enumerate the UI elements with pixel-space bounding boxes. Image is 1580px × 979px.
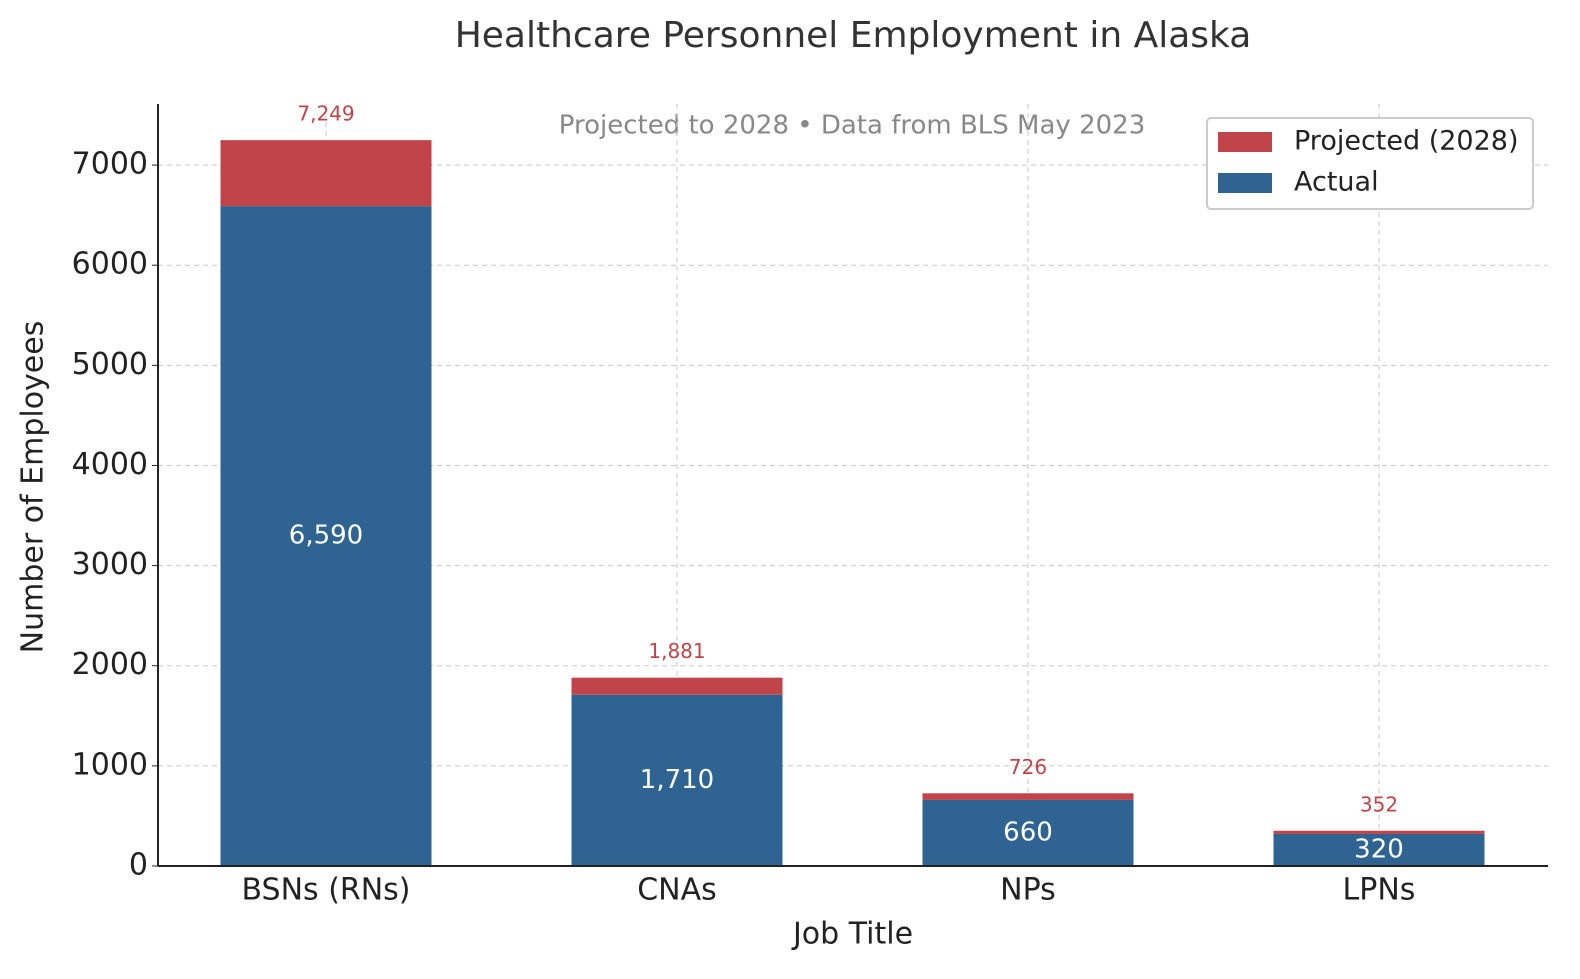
- data-label: 320: [1354, 834, 1404, 864]
- bar-segment: [220, 140, 432, 207]
- y-axis-label: Number of Employees: [16, 321, 51, 654]
- legend-label: Actual: [1294, 167, 1379, 198]
- data-label: 6,590: [289, 521, 363, 551]
- x-tick-label: LPNs: [1343, 873, 1416, 908]
- chart-title: Healthcare Personnel Employment in Alask…: [455, 15, 1252, 56]
- total-label: 352: [1360, 792, 1398, 816]
- bar-segment: [922, 793, 1134, 800]
- bar-segment: [1273, 830, 1485, 834]
- x-tick-label: NPs: [1000, 873, 1056, 908]
- y-tick-label: 1000: [72, 747, 148, 782]
- total-label: 7,249: [297, 102, 354, 126]
- x-tick-label: BSNs (RNs): [241, 873, 410, 908]
- x-axis-label: Job Title: [791, 917, 913, 952]
- bar-segment: [571, 677, 783, 695]
- y-tick-label: 0: [129, 848, 148, 883]
- legend-box: [1206, 117, 1534, 210]
- bar-segment: [571, 694, 783, 866]
- legend-swatch: [1218, 173, 1272, 193]
- y-tick-label: 4000: [72, 447, 148, 482]
- y-tick-label: 2000: [72, 647, 148, 682]
- data-label: 1,710: [640, 765, 714, 795]
- legend: Projected (2028) Actual: [1206, 117, 1534, 210]
- subtitle: Projected to 2028 • Data from BLS May 20…: [559, 111, 1146, 141]
- y-tick-label: 5000: [72, 347, 148, 382]
- y-tick-label: 6000: [72, 247, 148, 282]
- bar-segment: [922, 799, 1134, 866]
- legend-swatch: [1218, 132, 1272, 152]
- y-tick-label: 7000: [72, 147, 148, 182]
- bar-segment: [220, 206, 432, 866]
- total-label: 1,881: [648, 639, 705, 663]
- y-tick-label: 3000: [72, 547, 148, 582]
- bar-segment: [1273, 833, 1485, 866]
- total-label: 726: [1009, 755, 1047, 779]
- x-tick-label: CNAs: [637, 873, 717, 908]
- legend-label: Projected (2028): [1294, 126, 1519, 157]
- data-label: 660: [1003, 817, 1053, 847]
